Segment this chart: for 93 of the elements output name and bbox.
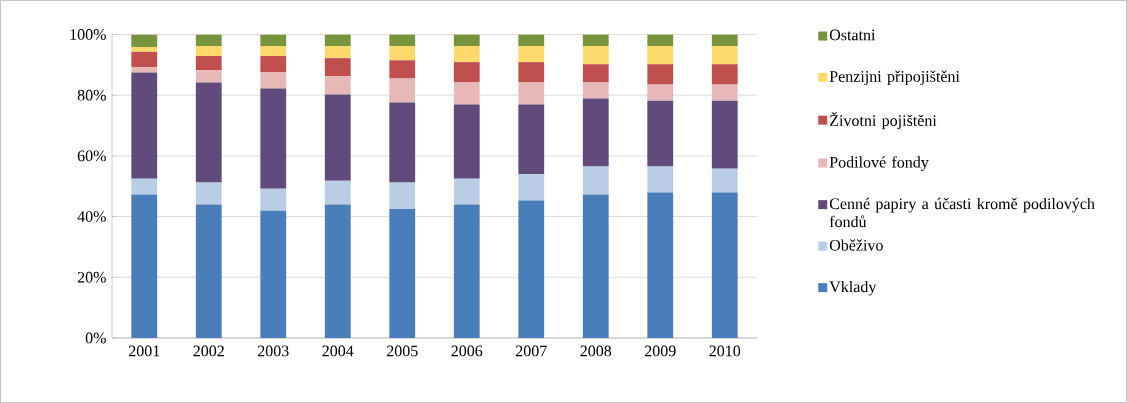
bar [260,210,287,338]
legend-label: Cenné papiry a účasti kromě podilových fondů [829,197,1095,228]
bar [260,88,287,189]
bar [260,188,287,211]
bar [711,100,738,169]
bar [582,194,609,338]
legend-label: Vklady [829,280,877,296]
bar [389,60,416,79]
bar [453,178,480,205]
legend-label: Ostatni [829,29,876,41]
bar [453,62,480,83]
x-tick-label: 2007 [515,345,547,357]
bar [582,64,609,83]
bar [131,51,158,67]
x-tick-label: 2008 [580,345,612,357]
bar [647,166,674,193]
bar [324,180,351,205]
bar [131,194,158,338]
bar [131,46,158,52]
bar [647,46,674,65]
bar [711,192,738,338]
x-tick-label: 2003 [257,345,289,357]
x-tick-label: 2001 [128,345,160,357]
y-tick-label: 80% [77,89,106,101]
bar [324,76,351,95]
y-tick-label: 60% [77,150,106,162]
bar [389,182,416,210]
y-tick-label: 20% [77,271,106,283]
bar [195,204,222,338]
bar [260,34,287,47]
bar [324,46,351,59]
bar [518,34,545,47]
bar [389,209,416,338]
bar [711,168,738,193]
bar [389,34,416,47]
bar [195,56,222,71]
bar [711,46,738,65]
bar [260,46,287,57]
bar [453,204,480,338]
x-tick-label: 2004 [322,345,354,357]
bar [453,46,480,63]
bar [453,34,480,47]
y-tick-label: 100% [70,29,106,40]
x-tick-label: 2005 [386,345,418,357]
bar [518,82,545,105]
bar [389,46,416,61]
bar [582,82,609,99]
bar [582,166,609,195]
x-tick-label: 2002 [193,345,224,357]
bar [711,64,738,85]
bar [389,78,416,103]
x-tick-label: 2009 [644,345,676,357]
bar [324,94,351,181]
bar [582,46,609,65]
bar [518,104,545,175]
bar [389,102,416,183]
bar [195,34,222,47]
bar [453,104,480,179]
y-tick-label: 40% [77,211,106,223]
bar [324,34,351,47]
bar [195,82,222,183]
x-tick-label: 2010 [709,345,741,357]
bar [647,64,674,85]
bar [582,98,609,167]
bar [647,100,674,167]
bar [647,192,674,338]
legend-label: Penzijni připojištěni [829,70,960,86]
legend-label: Podilové fondy [829,156,929,171]
bar [131,34,158,47]
bar [647,34,674,47]
bar [195,46,222,57]
bar [131,178,158,195]
bar [195,70,222,83]
bar [647,84,674,101]
legend-label: Oběživo [829,239,883,251]
bar [195,182,222,205]
bar [518,62,545,83]
bar [453,82,480,105]
bar [324,204,351,338]
y-tick-label: 0% [85,332,106,344]
bar [711,84,738,101]
x-tick-label: 2006 [451,345,483,357]
bar [518,46,545,63]
bar [518,174,545,201]
legend-label: Životni pojištěni [830,112,937,130]
bar [260,72,287,89]
bar [260,56,287,73]
bar [582,34,609,47]
bar [131,72,158,179]
bar [324,58,351,77]
bar [518,200,545,338]
bar [711,34,738,47]
bar [131,66,158,73]
